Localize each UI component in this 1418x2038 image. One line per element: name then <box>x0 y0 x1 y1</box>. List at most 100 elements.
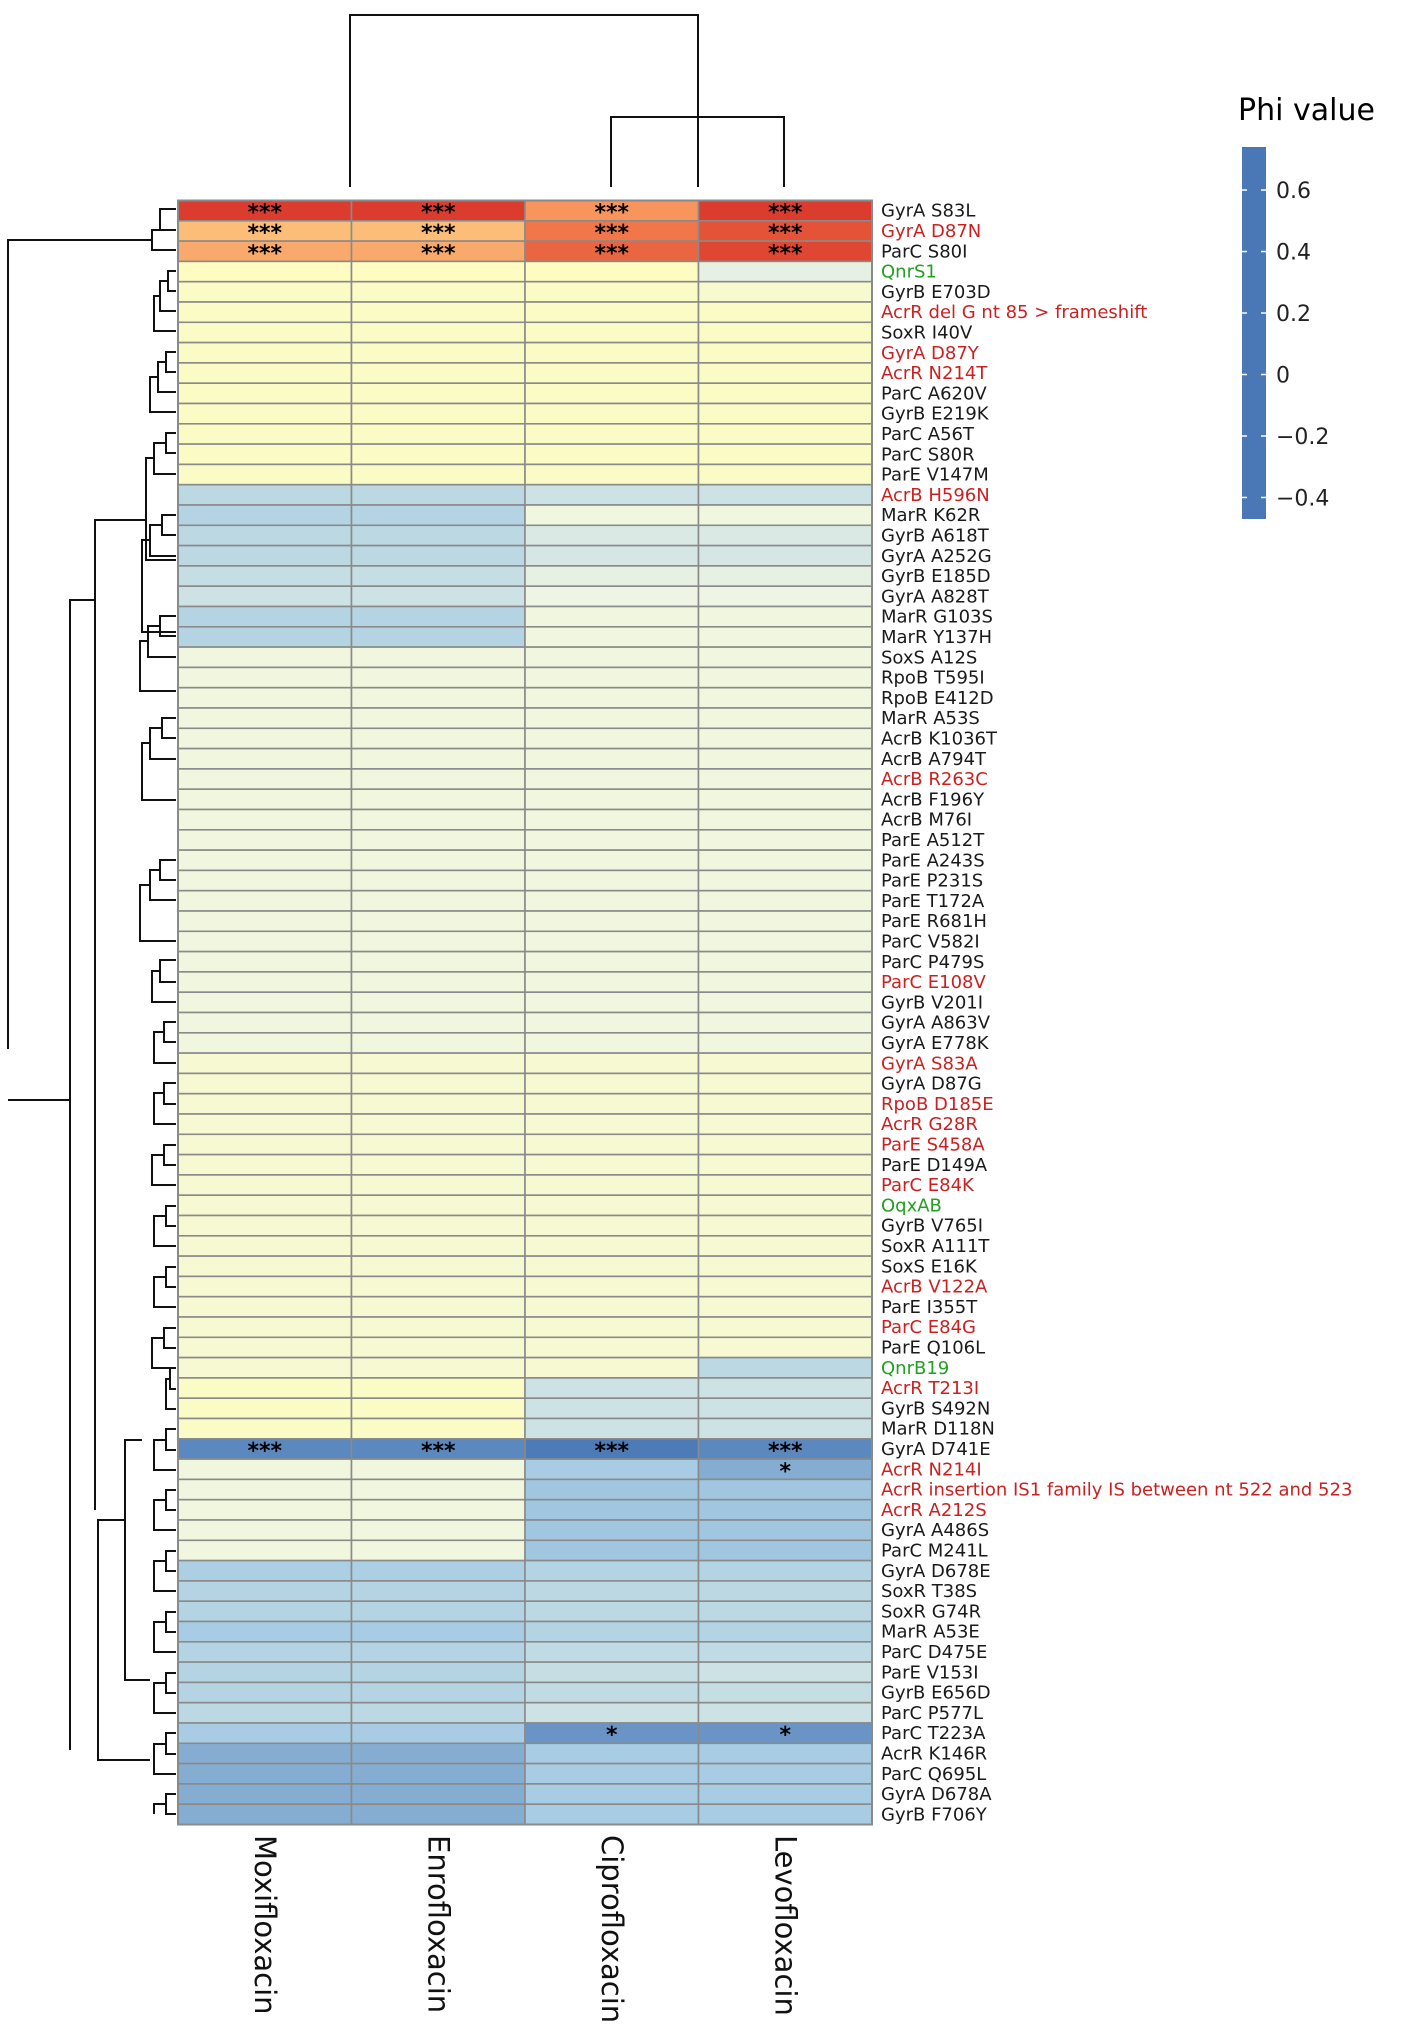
heatmap-cell <box>350 971 526 994</box>
legend-colorbar <box>1242 147 1266 519</box>
row-dendrogram-branch <box>161 717 176 739</box>
row-label: RpoB T595I <box>881 668 985 689</box>
row-label: MarR K62R <box>881 505 980 526</box>
row-label: QnrS1 <box>881 262 937 283</box>
heatmap-cell <box>350 1580 526 1603</box>
heatmap-cell <box>350 686 526 709</box>
heatmap-cell <box>524 1214 700 1237</box>
row-label: ParC Q695L <box>881 1764 986 1785</box>
significance-star: *** <box>421 1439 456 1464</box>
row-dendrogram-branch <box>165 432 176 454</box>
heatmap-cell <box>177 1803 353 1826</box>
heatmap-cell <box>350 1539 526 1562</box>
heatmap-cell <box>697 280 873 303</box>
heatmap-cell <box>524 585 700 608</box>
heatmap-cell <box>177 1174 353 1197</box>
heatmap-cell <box>524 1275 700 1298</box>
heatmap-cell <box>524 321 700 344</box>
significance-star: *** <box>594 241 629 266</box>
row-dendrogram-branch <box>165 1611 176 1633</box>
heatmap-cell <box>177 1620 353 1643</box>
significance-star: *** <box>247 221 282 246</box>
heatmap-cell <box>697 930 873 953</box>
row-label: GyrA D87G <box>881 1074 982 1095</box>
heatmap-cell <box>350 910 526 933</box>
row-label: GyrA A486S <box>881 1520 989 1541</box>
heatmap-cell <box>524 1803 700 1826</box>
row-label: ParC A56T <box>881 424 975 445</box>
heatmap-cell <box>177 808 353 831</box>
row-dendrogram-branch <box>165 351 176 373</box>
heatmap-cell <box>177 889 353 912</box>
row-dendrogram-branch <box>153 1092 176 1125</box>
heatmap-cell <box>697 1275 873 1298</box>
heatmap-cell <box>350 1519 526 1542</box>
legend-tick-label: −0.2 <box>1276 425 1329 450</box>
row-dendrogram-branch <box>167 270 176 292</box>
heatmap-cell <box>524 1417 700 1440</box>
heatmap-cell <box>177 849 353 872</box>
row-dendrogram-branch <box>97 1519 150 1761</box>
heatmap-cell <box>350 768 526 791</box>
legend-tick-label: −0.4 <box>1276 486 1329 511</box>
heatmap-cell <box>697 443 873 466</box>
row-dendrogram-branch <box>149 376 176 413</box>
row-dendrogram-branch <box>165 1266 176 1288</box>
heatmap-cell <box>177 768 353 791</box>
heatmap-cell <box>697 625 873 648</box>
heatmap-cell <box>524 1539 700 1562</box>
row-dendrogram-branch <box>165 1489 176 1511</box>
row-dendrogram-branch <box>7 239 152 1049</box>
heatmap-cell <box>524 666 700 689</box>
heatmap-cell <box>350 1113 526 1136</box>
row-dendrogram-branch <box>151 229 176 251</box>
heatmap-cell <box>350 1783 526 1806</box>
row-dendrogram-branch <box>153 1682 176 1714</box>
heatmap-cell <box>350 1072 526 1095</box>
heatmap-cell <box>697 1559 873 1582</box>
row-label: GyrB F706Y <box>881 1804 988 1825</box>
row-label: ParC P479S <box>881 952 984 973</box>
heatmap-cell <box>697 869 873 892</box>
heatmap-cell <box>350 1214 526 1237</box>
row-label: AcrB H596N <box>881 485 990 506</box>
row-dendrogram-branch <box>153 1560 176 1592</box>
heatmap-cell <box>350 321 526 344</box>
heatmap-cell <box>350 585 526 608</box>
heatmap-cell <box>524 950 700 973</box>
row-dendrogram-branch <box>153 295 176 332</box>
heatmap-cell <box>697 1701 873 1724</box>
heatmap-cell <box>524 1133 700 1156</box>
heatmap-cell <box>697 1783 873 1806</box>
heatmap-cell <box>524 707 700 730</box>
heatmap-cells <box>177 199 873 1826</box>
row-label: ParE R681H <box>881 911 987 932</box>
row-label: AcrR A212S <box>881 1500 987 1521</box>
heatmap-cell <box>177 341 353 364</box>
heatmap-cell <box>524 1194 700 1217</box>
heatmap-cell <box>350 301 526 324</box>
heatmap-cell <box>697 727 873 750</box>
heatmap-cell <box>177 585 353 608</box>
row-dendrogram-branch <box>153 1621 176 1653</box>
heatmap-cell <box>697 362 873 384</box>
heatmap-cell <box>524 1153 700 1176</box>
heatmap-cell <box>177 1295 353 1318</box>
heatmap-cell <box>697 1032 873 1054</box>
significance-stars: *** *** *** ****** *** *** ****** *** *** ****** *… <box>247 201 803 1749</box>
row-label: GyrB V765I <box>881 1216 983 1237</box>
heatmap-cell <box>697 991 873 1014</box>
heatmap-cell <box>524 869 700 892</box>
heatmap-cell <box>177 605 353 628</box>
row-dendrogram-branch <box>163 1021 176 1043</box>
heatmap-cell <box>350 1275 526 1298</box>
heatmap-cell <box>524 768 700 791</box>
heatmap-cell <box>350 828 526 851</box>
row-label: ParC D475E <box>881 1642 987 1663</box>
heatmap-cell <box>350 565 526 588</box>
heatmap-cell <box>177 524 353 547</box>
significance-star: *** <box>421 221 456 246</box>
column-label: Moxifloxacin <box>248 1835 282 2015</box>
row-dendrogram-branch <box>151 1154 176 1186</box>
row-dendrogram-branch <box>145 457 176 561</box>
